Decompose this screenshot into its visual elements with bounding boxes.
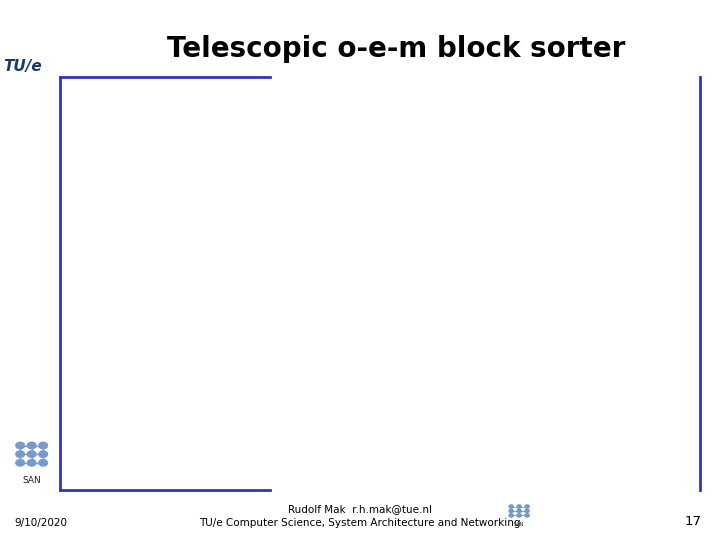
Circle shape	[525, 505, 529, 508]
Circle shape	[39, 442, 48, 449]
Circle shape	[509, 505, 513, 508]
Circle shape	[525, 514, 529, 517]
Text: SAN: SAN	[22, 476, 41, 485]
Text: 17: 17	[685, 515, 702, 528]
Circle shape	[39, 460, 48, 466]
Circle shape	[27, 460, 36, 466]
Circle shape	[39, 451, 48, 457]
Circle shape	[517, 509, 521, 512]
Text: SAN: SAN	[514, 522, 524, 527]
Text: TU/e Computer Science, System Architecture and Networking: TU/e Computer Science, System Architectu…	[199, 518, 521, 528]
Circle shape	[525, 509, 529, 512]
Circle shape	[16, 442, 24, 449]
Circle shape	[509, 514, 513, 517]
Circle shape	[27, 442, 36, 449]
Circle shape	[517, 505, 521, 508]
Circle shape	[16, 451, 24, 457]
Circle shape	[27, 451, 36, 457]
Circle shape	[509, 509, 513, 512]
Text: TU/e: TU/e	[4, 59, 42, 74]
Text: 9/10/2020: 9/10/2020	[14, 518, 68, 528]
Text: Telescopic o-e-m block sorter: Telescopic o-e-m block sorter	[167, 35, 625, 63]
Circle shape	[16, 460, 24, 466]
Text: Rudolf Mak  r.h.mak@tue.nl: Rudolf Mak r.h.mak@tue.nl	[288, 504, 432, 514]
Circle shape	[517, 514, 521, 517]
